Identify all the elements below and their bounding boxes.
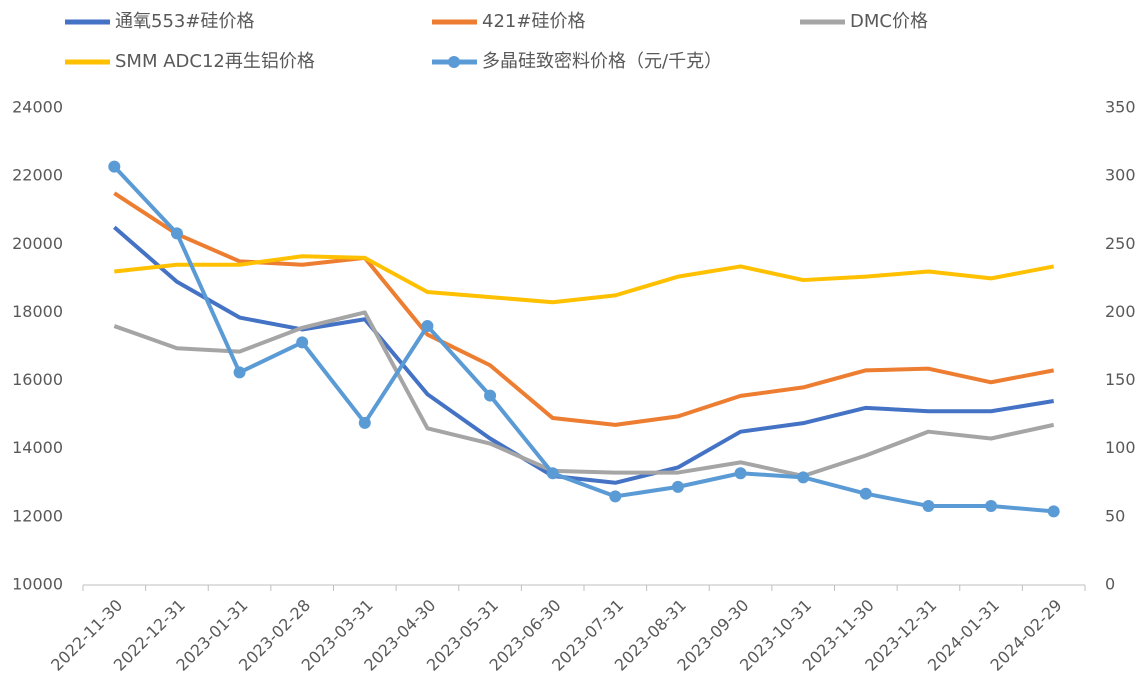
point: [922, 499, 935, 512]
y-tick-label: 24000: [12, 98, 63, 117]
y2-tick-label: 350: [1105, 98, 1136, 117]
point: [108, 160, 121, 173]
y-tick-label: 14000: [12, 438, 63, 457]
legend-label: 421#硅价格: [482, 11, 585, 32]
y-tick-label: 20000: [12, 234, 63, 253]
point: [546, 467, 559, 480]
y-tick-label: 10000: [12, 575, 63, 594]
y-tick-label: 22000: [12, 166, 63, 185]
point: [671, 480, 684, 493]
y-tick-label: 12000: [12, 506, 63, 525]
point: [859, 487, 872, 500]
series-line: [114, 254, 1055, 305]
series-line: [113, 310, 1055, 478]
y-tick-label: 16000: [12, 370, 63, 389]
point: [233, 366, 246, 379]
point: [421, 320, 434, 333]
point: [1047, 505, 1060, 518]
point: [358, 416, 371, 429]
y2-tick-label: 200: [1105, 302, 1136, 321]
series-line: [113, 191, 1055, 427]
y2-tick-label: 50: [1105, 506, 1125, 525]
y2-tick-label: 150: [1105, 370, 1136, 389]
series-line: [112, 225, 1055, 485]
legend-label: 通氧553#硅价格: [115, 11, 254, 32]
point: [985, 499, 998, 512]
point: [170, 227, 183, 240]
legend-label: DMC价格: [850, 11, 928, 32]
point: [797, 471, 810, 484]
legend-marker: [448, 56, 460, 68]
y2-tick-label: 300: [1105, 166, 1136, 185]
y2-tick-label: 100: [1105, 438, 1136, 457]
legend-label: 多晶硅致密料价格（元/千克）: [482, 51, 722, 72]
point: [484, 389, 497, 402]
point: [296, 336, 309, 349]
y2-tick-label: 250: [1105, 234, 1136, 253]
y2-tick-label: 0: [1105, 575, 1115, 594]
point: [734, 467, 747, 480]
point: [609, 490, 622, 503]
series-line: [112, 165, 1054, 514]
y-tick-label: 18000: [12, 302, 63, 321]
legend-label: SMM ADC12再生铝价格: [115, 51, 315, 72]
